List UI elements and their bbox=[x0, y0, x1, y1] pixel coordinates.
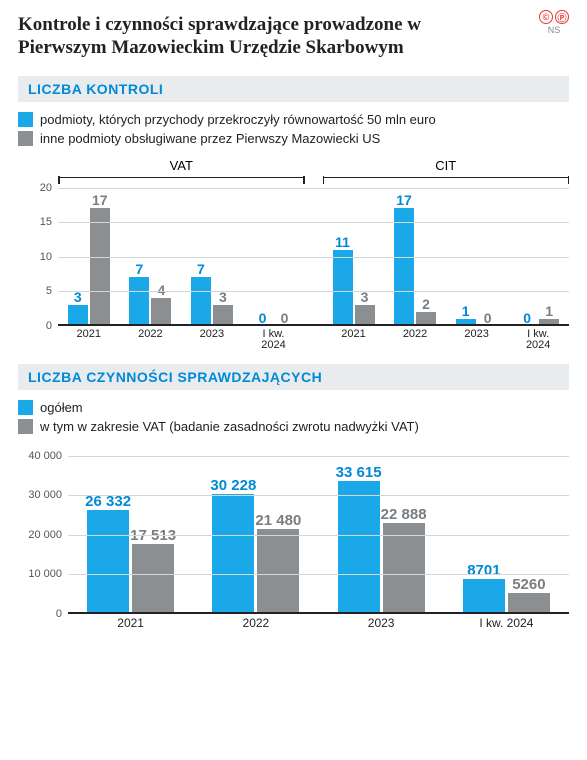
bar: 3 bbox=[213, 305, 233, 326]
bar: 11 bbox=[333, 250, 353, 326]
x-tick: I kw.2024 bbox=[243, 326, 305, 348]
legend-label: podmioty, których przychody przekroczyły… bbox=[40, 112, 436, 127]
bar: 3 bbox=[68, 305, 88, 326]
bar: 17 bbox=[394, 208, 414, 325]
bar-value-label: 17 bbox=[396, 192, 412, 208]
x-tick: 2021 bbox=[58, 326, 120, 348]
bar-value-label: 1 bbox=[462, 303, 470, 319]
legend-item: inne podmioty obsługiwane przez Pierwszy… bbox=[18, 131, 569, 146]
chart-kontroli: VAT CIT 05101520 3177473001131721001 202… bbox=[18, 158, 569, 348]
page-title: Kontrole i czynności sprawdzające prowad… bbox=[18, 14, 498, 60]
y-tick: 30 000 bbox=[28, 489, 62, 501]
y-tick: 10 000 bbox=[28, 568, 62, 580]
bar-value-label: 11 bbox=[335, 234, 350, 250]
bar: 3 bbox=[355, 305, 375, 326]
x-tick: 2023 bbox=[319, 614, 444, 634]
x-axis: 202120222023I kw. 2024 bbox=[68, 614, 569, 634]
legend-label: inne podmioty obsługiwane przez Pierwszy… bbox=[40, 131, 380, 146]
bar: 33 615 bbox=[338, 481, 380, 614]
bar-value-label: 17 bbox=[92, 192, 108, 208]
bar-value-label: 7 bbox=[197, 261, 205, 277]
bar: 17 513 bbox=[132, 544, 174, 613]
x-tick: 2022 bbox=[120, 326, 182, 348]
y-tick: 10 bbox=[40, 251, 52, 263]
bar-value-label: 4 bbox=[157, 282, 165, 298]
legend-item: w tym w zakresie VAT (badanie zasadności… bbox=[18, 419, 569, 434]
y-tick: 0 bbox=[46, 320, 52, 332]
bar: 17 bbox=[90, 208, 110, 325]
bar: 7 bbox=[129, 277, 149, 325]
plot-area: 26 33217 51330 22821 48033 61522 8888701… bbox=[68, 456, 569, 614]
x-tick: I kw. 2024 bbox=[444, 614, 569, 634]
y-tick: 20 000 bbox=[28, 529, 62, 541]
x-axis: 202120222023I kw.2024202120222023I kw.20… bbox=[58, 326, 569, 348]
plot-area: 3177473001131721001 bbox=[58, 188, 569, 326]
y-axis: 010 00020 00030 00040 000 bbox=[18, 456, 68, 614]
section-header-czynnosci: LICZBA CZYNNOŚCI SPRAWDZAJĄCYCH bbox=[18, 364, 569, 390]
meta-badges: © Ⓟ NS bbox=[539, 10, 569, 35]
x-tick: 2021 bbox=[323, 326, 385, 348]
bar-value-label: 30 228 bbox=[210, 477, 256, 494]
legend-label: ogółem bbox=[40, 400, 83, 415]
y-axis: 05101520 bbox=[18, 188, 58, 326]
bar-value-label: 2 bbox=[422, 296, 430, 312]
legend-swatch bbox=[18, 400, 33, 415]
legend-swatch bbox=[18, 131, 33, 146]
legend-label: w tym w zakresie VAT (badanie zasadności… bbox=[40, 419, 419, 434]
bar: 26 332 bbox=[87, 510, 129, 614]
y-tick: 5 bbox=[46, 285, 52, 297]
legend-czynnosci: ogółem w tym w zakresie VAT (badanie zas… bbox=[18, 400, 569, 434]
bar-value-label: 1 bbox=[545, 303, 553, 319]
x-tick: 2022 bbox=[193, 614, 318, 634]
bar-value-label: 33 615 bbox=[336, 464, 382, 481]
x-tick: 2021 bbox=[68, 614, 193, 634]
copyright-badge: © bbox=[539, 10, 553, 24]
panel-title-cit: CIT bbox=[435, 158, 456, 173]
author-initials: NS bbox=[548, 25, 561, 35]
bar: 21 480 bbox=[257, 529, 299, 614]
bar-value-label: 8701 bbox=[467, 562, 500, 579]
bar: 5260 bbox=[508, 593, 550, 614]
y-tick: 0 bbox=[56, 608, 62, 620]
section-header-kontroli: LICZBA KONTROLI bbox=[18, 76, 569, 102]
bar: 8701 bbox=[463, 579, 505, 613]
legend-item: ogółem bbox=[18, 400, 569, 415]
panel-title-vat: VAT bbox=[170, 158, 193, 173]
y-tick: 40 000 bbox=[28, 450, 62, 462]
x-tick: 2023 bbox=[446, 326, 508, 348]
bar: 4 bbox=[151, 298, 171, 326]
x-tick: 2023 bbox=[181, 326, 243, 348]
bar-value-label: 17 513 bbox=[130, 527, 176, 544]
legend-kontroli: podmioty, których przychody przekroczyły… bbox=[18, 112, 569, 146]
phonogram-badge: Ⓟ bbox=[555, 10, 569, 24]
bar: 30 228 bbox=[212, 494, 254, 613]
legend-swatch bbox=[18, 419, 33, 434]
bracket-vat bbox=[58, 177, 305, 185]
bar-value-label: 22 888 bbox=[381, 506, 427, 523]
legend-swatch bbox=[18, 112, 33, 127]
bar: 7 bbox=[191, 277, 211, 325]
bracket-cit bbox=[323, 177, 570, 185]
y-tick: 15 bbox=[40, 216, 52, 228]
x-tick: I kw.2024 bbox=[507, 326, 569, 348]
bar: 22 888 bbox=[383, 523, 425, 613]
bar-value-label: 5260 bbox=[512, 576, 545, 593]
legend-item: podmioty, których przychody przekroczyły… bbox=[18, 112, 569, 127]
bar-value-label: 21 480 bbox=[255, 512, 301, 529]
x-tick: 2022 bbox=[384, 326, 446, 348]
chart-czynnosci: 0 10 000 20 000 30 000 40 000 26 33217 513 30… bbox=[18, 448, 569, 634]
bar-value-label: 7 bbox=[135, 261, 143, 277]
y-tick: 20 bbox=[40, 182, 52, 194]
